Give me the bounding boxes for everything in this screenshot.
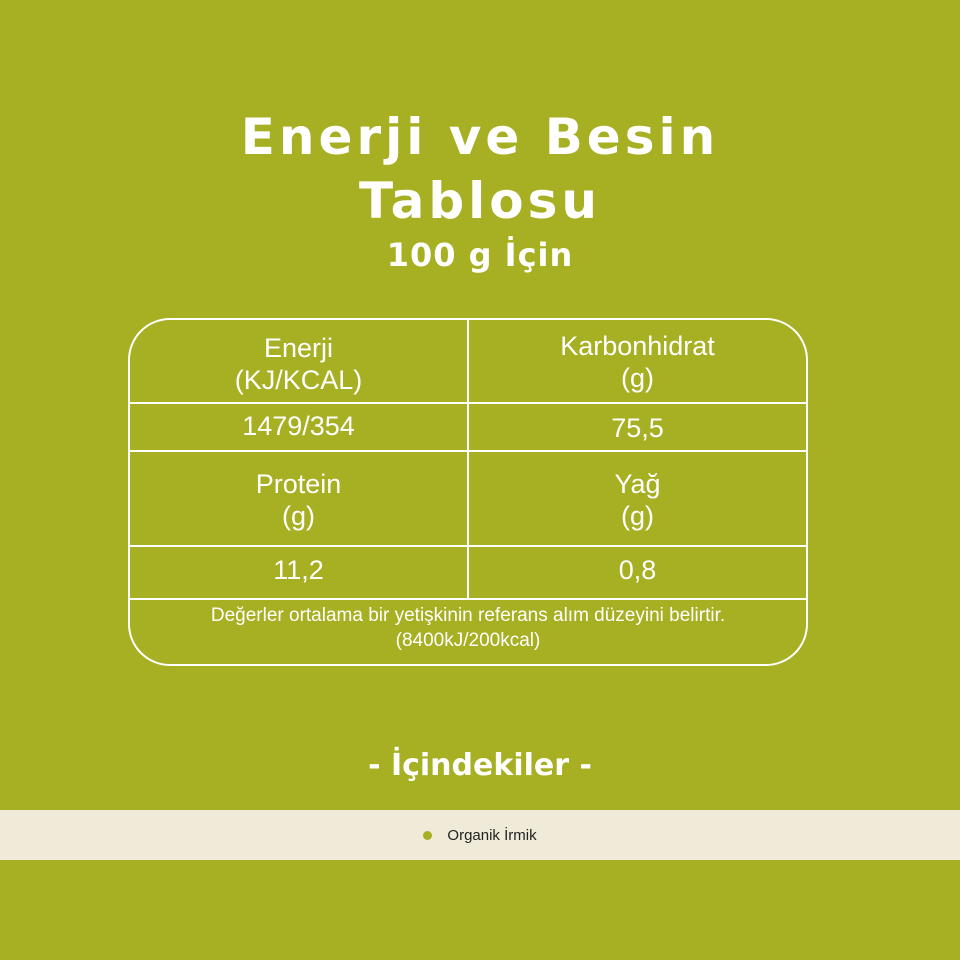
energy-value: 1479/354 [242, 411, 355, 441]
title-line-1: Enerji ve Besin [240, 108, 720, 166]
footnote-line-2: (8400kJ/200kcal) [395, 630, 541, 651]
carb-unit: (g) [621, 363, 654, 393]
carb-label: Karbonhidrat [560, 331, 715, 361]
protein-value: 11,2 [273, 555, 324, 585]
ingredients-title: - İçindekiler - [368, 748, 592, 783]
ingredient-item: Organik İrmik [447, 826, 537, 844]
energy-header: Enerji (KJ/KCAL) [130, 332, 467, 396]
column-divider [467, 320, 469, 600]
row-divider [130, 545, 806, 547]
row-divider [130, 402, 806, 404]
carb-header: Karbonhidrat (g) [469, 330, 806, 394]
title-line-2: Tablosu [358, 172, 602, 230]
subtitle: 100 g İçin [386, 236, 574, 274]
fat-header: Yağ (g) [469, 468, 806, 532]
ingredients-list: Organik İrmik [0, 810, 960, 860]
energy-unit: (KJ/KCAL) [234, 365, 363, 395]
protein-label: Protein [255, 469, 342, 499]
fat-unit: (g) [621, 501, 654, 531]
footnote: Değerler ortalama bir yetişkinin referan… [130, 603, 806, 653]
row-divider [130, 450, 806, 452]
footnote-line-1: Değerler ortalama bir yetişkinin referan… [210, 605, 726, 626]
protein-header: Protein (g) [130, 468, 467, 532]
carb-value: 75,5 [611, 413, 664, 443]
energy-label: Enerji [263, 333, 334, 363]
protein-unit: (g) [282, 501, 315, 531]
nutrition-table: Enerji (KJ/KCAL) Karbonhidrat (g) 1479/354… [128, 318, 808, 666]
fat-value: 0,8 [618, 555, 657, 585]
row-divider [130, 598, 806, 600]
bullet-icon [423, 830, 433, 840]
fat-label: Yağ [614, 469, 661, 499]
